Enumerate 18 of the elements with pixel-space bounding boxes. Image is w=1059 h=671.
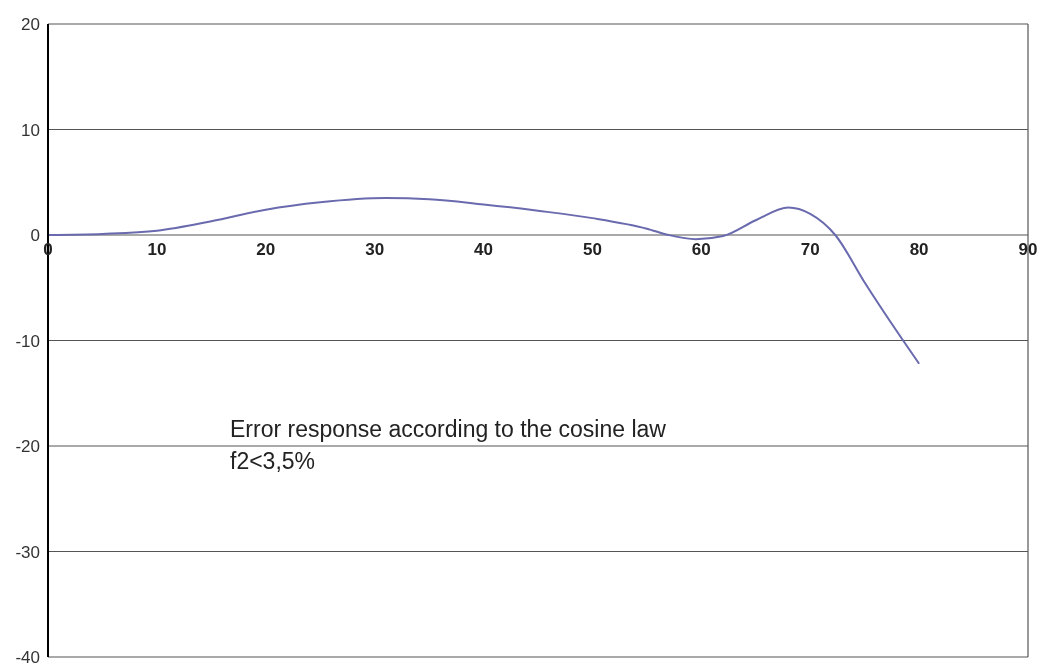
x-tick-label: 60 xyxy=(691,240,711,259)
x-tick-label: 10 xyxy=(147,240,167,259)
y-tick-label: -30 xyxy=(15,542,40,562)
x-tick-label: 70 xyxy=(800,240,820,259)
y-tick-label: 0 xyxy=(30,226,40,246)
x-tick-label: 80 xyxy=(909,240,929,259)
annotation: Error response according to the cosine law xyxy=(230,415,666,444)
y-tick-label: -20 xyxy=(15,437,40,457)
annotation: f2<3,5% xyxy=(230,447,317,476)
x-tick-label: 20 xyxy=(256,240,276,259)
y-tick-label: 10 xyxy=(21,120,40,140)
y-tick-label: -10 xyxy=(15,331,40,351)
x-tick-label: 50 xyxy=(582,240,602,259)
y-tick-label: 20 xyxy=(21,15,40,35)
x-tick-label: 40 xyxy=(474,240,494,259)
x-tick-label: 30 xyxy=(365,240,385,259)
y-tick-label: -40 xyxy=(15,648,40,668)
x-tick-label: 90 xyxy=(1018,240,1038,259)
